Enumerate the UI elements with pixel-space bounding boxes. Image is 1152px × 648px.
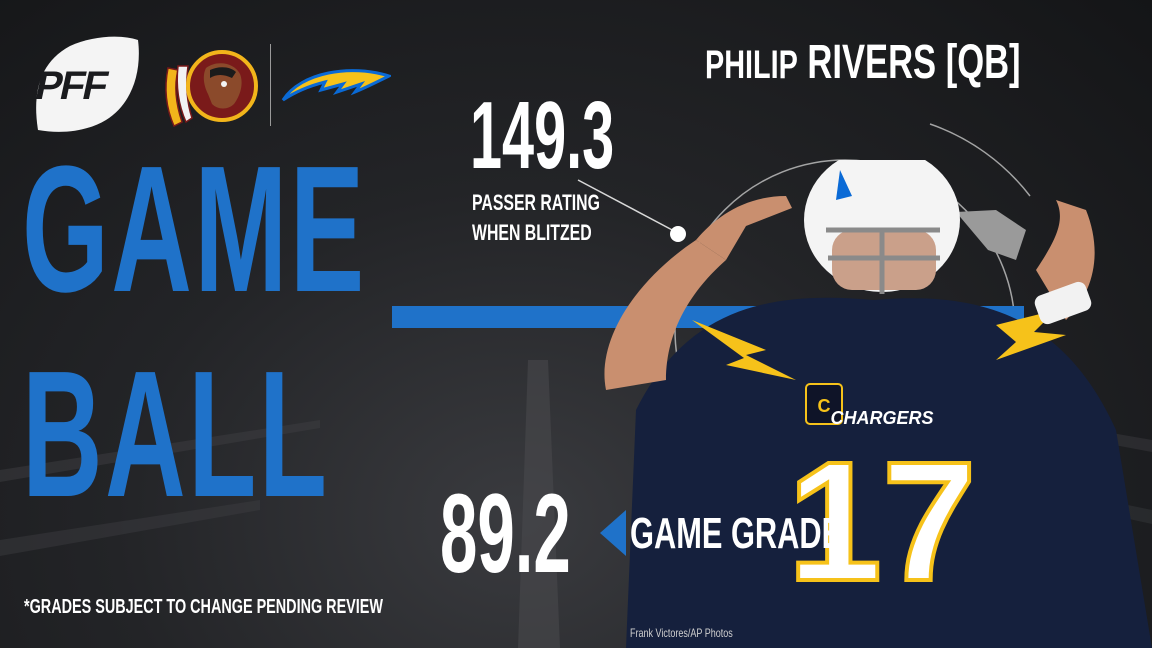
- grade-label: GAME GRADE: [630, 509, 843, 558]
- logo-divider: [270, 44, 271, 126]
- stat-connector: [577, 179, 677, 233]
- pff-football-icon: [36, 36, 139, 132]
- pff-logo: PFF: [30, 32, 142, 136]
- svg-text:C: C: [818, 396, 831, 416]
- stat-label-line1: PASSER RATING: [472, 190, 600, 215]
- grade-value: 89.2: [440, 471, 571, 596]
- player-first-name: PHILIP: [705, 43, 798, 87]
- headline-ball: BALL: [22, 334, 330, 535]
- player-name: PHILIP RIVERS [QB]: [705, 38, 1021, 88]
- redskins-logo-icon: [165, 50, 258, 128]
- grades-disclaimer: *GRADES SUBJECT TO CHANGE PENDING REVIEW: [24, 596, 383, 618]
- ring-arc: [929, 123, 1031, 197]
- grade-arrow-icon: [600, 510, 626, 556]
- jersey-wordmark: CHARGERS: [830, 408, 933, 428]
- player-last-name-position: RIVERS [QB]: [807, 36, 1021, 89]
- stat-connector-dot: [670, 226, 686, 242]
- stat-value: 149.3: [470, 82, 615, 189]
- stat-label: PASSER RATING WHEN BLITZED: [472, 188, 600, 248]
- photo-credit: Frank Victores/AP Photos: [630, 626, 733, 640]
- jersey-number: 17: [787, 427, 976, 617]
- chargers-bolt-icon: [281, 69, 391, 102]
- player-photo: C CHARGERS 17: [604, 160, 1152, 648]
- headline-game: GAME: [22, 129, 367, 330]
- stat-label-line2: WHEN BLITZED: [472, 220, 592, 245]
